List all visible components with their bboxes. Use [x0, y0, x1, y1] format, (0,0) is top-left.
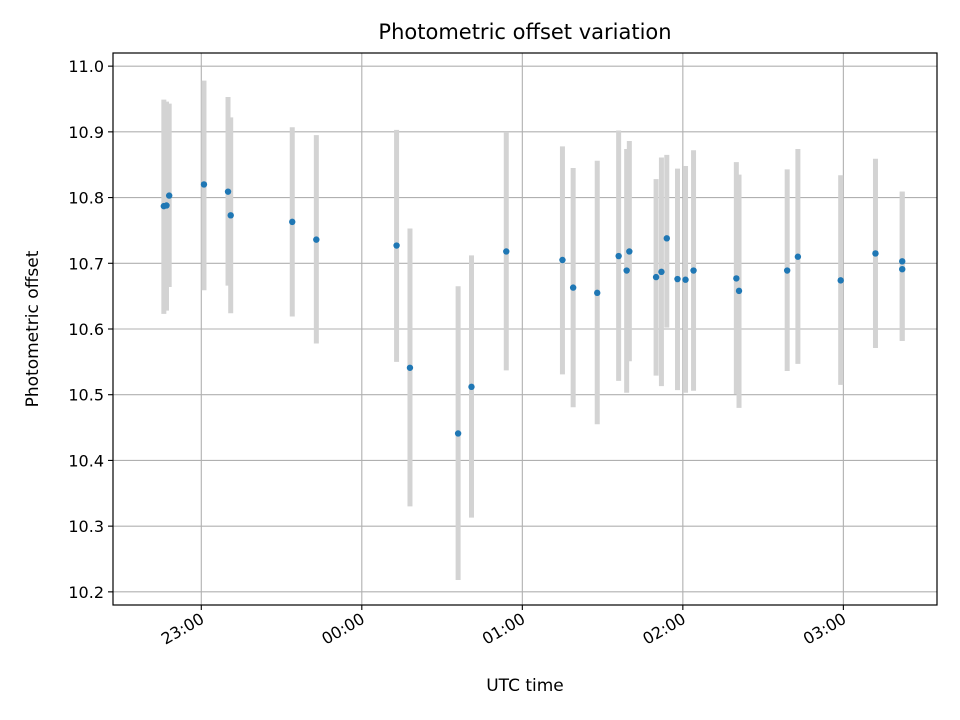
data-point — [313, 236, 320, 243]
chart-title: Photometric offset variation — [378, 20, 671, 44]
data-point — [872, 250, 879, 257]
data-point — [615, 252, 622, 260]
y-tick-label: 10.7 — [68, 254, 104, 273]
data-point — [393, 242, 400, 249]
data-point — [899, 266, 906, 273]
data-point — [165, 192, 173, 199]
data-point — [794, 253, 802, 260]
data-point — [899, 258, 906, 265]
data-point — [663, 235, 670, 242]
data-point — [783, 267, 791, 274]
data-point — [454, 430, 462, 437]
data-point — [227, 212, 234, 219]
y-tick-label: 10.8 — [68, 189, 104, 208]
grid-layer — [113, 53, 937, 605]
y-tick-label: 11.0 — [68, 57, 104, 76]
data-point — [733, 275, 740, 282]
data-point — [652, 273, 660, 281]
data-point — [735, 287, 743, 295]
data-point — [559, 256, 566, 264]
y-tick-label: 10.4 — [68, 451, 104, 470]
data-point — [682, 276, 689, 283]
data-point — [200, 181, 208, 188]
data-point — [289, 218, 296, 226]
data-point — [690, 267, 697, 274]
data-point — [674, 275, 681, 283]
data-point — [468, 383, 475, 391]
y-tick-label: 10.3 — [68, 517, 104, 536]
y-tick-label: 10.9 — [68, 123, 104, 142]
y-tick-label: 10.2 — [68, 583, 104, 602]
data-point — [406, 364, 414, 371]
data-point — [569, 284, 577, 291]
x-axis-label: UTC time — [486, 676, 564, 696]
data-point — [163, 202, 170, 209]
data-point — [503, 248, 510, 255]
data-point — [837, 277, 844, 284]
y-axis-label: Photometric offset — [23, 250, 43, 407]
data-point — [224, 188, 232, 195]
plot-frame — [112, 52, 938, 606]
data-point — [594, 289, 601, 297]
y-tick-label: 10.6 — [68, 320, 104, 339]
data-point — [626, 248, 633, 255]
data-point — [623, 267, 630, 274]
y-tick-label: 10.5 — [68, 386, 104, 405]
data-point — [658, 268, 665, 276]
point-layer — [160, 181, 906, 437]
